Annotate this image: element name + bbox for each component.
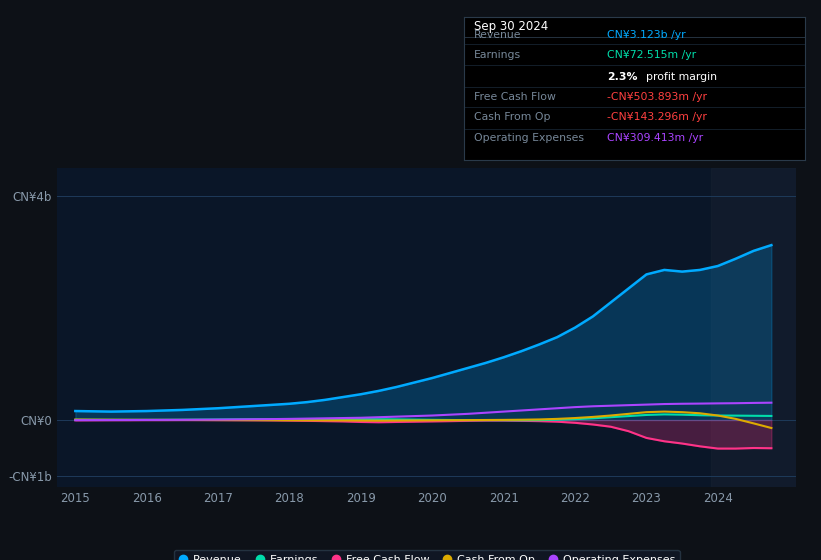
Text: CN¥309.413m /yr: CN¥309.413m /yr: [607, 133, 703, 143]
Text: -CN¥503.893m /yr: -CN¥503.893m /yr: [607, 92, 707, 102]
Text: Earnings: Earnings: [474, 50, 521, 60]
Text: CN¥3.123b /yr: CN¥3.123b /yr: [607, 30, 686, 40]
Legend: Revenue, Earnings, Free Cash Flow, Cash From Op, Operating Expenses: Revenue, Earnings, Free Cash Flow, Cash …: [174, 550, 680, 560]
Text: profit margin: profit margin: [646, 72, 718, 82]
Text: Sep 30 2024: Sep 30 2024: [474, 20, 548, 33]
Text: Free Cash Flow: Free Cash Flow: [474, 92, 556, 102]
Text: CN¥72.515m /yr: CN¥72.515m /yr: [607, 50, 696, 60]
Text: Operating Expenses: Operating Expenses: [474, 133, 584, 143]
Text: 2.3%: 2.3%: [607, 72, 637, 82]
Text: -CN¥143.296m /yr: -CN¥143.296m /yr: [607, 113, 707, 123]
Bar: [711, 168, 804, 487]
Text: Cash From Op: Cash From Op: [474, 113, 551, 123]
Text: Revenue: Revenue: [474, 30, 521, 40]
